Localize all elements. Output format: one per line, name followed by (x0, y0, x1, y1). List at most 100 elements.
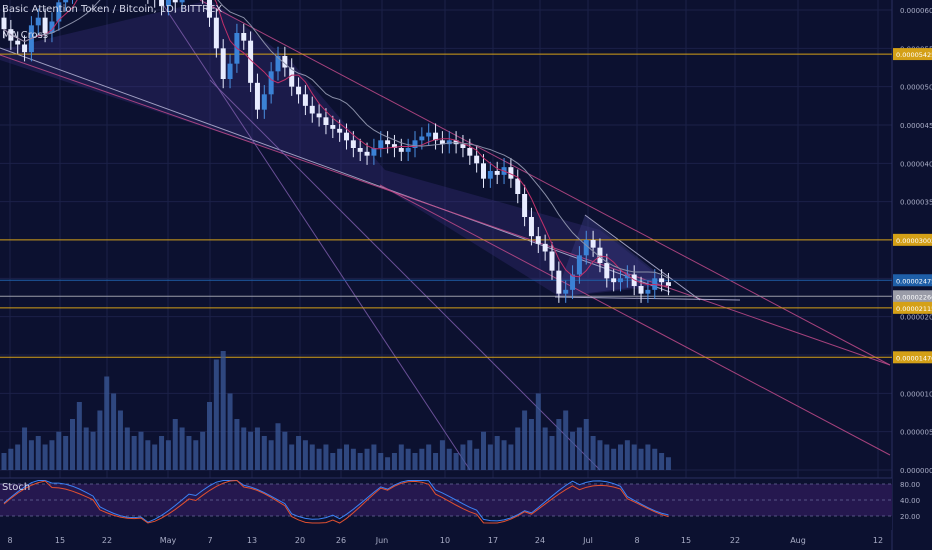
volume-bar (638, 448, 644, 470)
volume-bar (76, 402, 82, 470)
volume-bar (104, 376, 110, 470)
candle-body (385, 140, 391, 145)
volume-bar (487, 444, 493, 470)
volume-bar (152, 444, 158, 470)
volume-bar (419, 448, 425, 470)
volume-bar (467, 440, 473, 470)
y-tick-label: 0.00006000 (900, 7, 932, 15)
trend-line (209, 79, 601, 471)
volume-bar (186, 436, 192, 470)
candle-body (611, 278, 617, 283)
y-tick-label: 0.00003500 (900, 199, 932, 207)
candle-body (371, 148, 377, 156)
candle-body (638, 286, 644, 294)
candle-body (357, 148, 363, 152)
candle-body (467, 148, 473, 156)
x-tick-label: 20 (295, 536, 305, 545)
candle-body (433, 132, 439, 141)
candle-body (165, 0, 171, 7)
x-tick-label: Aug (790, 536, 806, 545)
y-tick-label: 0.00001000 (900, 390, 932, 398)
candle-body (446, 140, 452, 145)
volume-bar (652, 448, 658, 470)
volume-bar (309, 444, 315, 470)
wedge-fill (0, 0, 670, 297)
volume-bar (549, 436, 555, 470)
volume-bar (323, 444, 329, 470)
candle-body (659, 278, 665, 283)
candle-body (309, 105, 315, 114)
x-tick-label: 17 (488, 536, 498, 545)
candle-body (378, 140, 384, 148)
candle-body (268, 71, 274, 95)
candle-body (344, 132, 349, 141)
volume-bar (159, 436, 165, 470)
volume-bar (1, 453, 7, 470)
candle-body (275, 56, 281, 72)
candle-body (535, 236, 541, 244)
volume-bar (665, 457, 671, 470)
candle-body (508, 167, 514, 179)
candle-body (56, 2, 62, 22)
volume-bar (63, 436, 69, 470)
x-tick-label: 22 (102, 536, 112, 545)
candle-body (439, 140, 445, 145)
volume-bar (241, 427, 247, 470)
volume-bar (446, 448, 452, 470)
moving-average-line (3, 0, 669, 287)
candle-body (405, 148, 411, 152)
volume-bar (570, 431, 576, 470)
candle-body (159, 0, 165, 7)
candle-body (1, 17, 7, 30)
volume-bar (179, 427, 185, 470)
level-tag (893, 48, 932, 61)
volume-bar (501, 440, 507, 470)
level-label: 0.00003002 (896, 237, 932, 245)
candle-body (330, 125, 336, 129)
volume-bar (433, 453, 439, 470)
trend-line (199, 0, 891, 366)
candle-body (528, 217, 534, 237)
candle-body (63, 0, 69, 3)
volume-bar (248, 431, 254, 470)
volume-bar (460, 444, 466, 470)
volume-bar (227, 393, 233, 470)
candle-body (604, 263, 610, 279)
candle-body (207, 0, 212, 18)
volume-bar (330, 453, 336, 470)
candle-body (323, 117, 329, 125)
volume-bar (659, 453, 665, 470)
volume-bar (563, 410, 569, 470)
volume-bar (535, 393, 541, 470)
candle-body (597, 247, 603, 263)
volume-bar (35, 436, 41, 470)
trend-line (0, 54, 891, 366)
level-label: 0.00002475 (896, 277, 932, 285)
candle-body (296, 86, 302, 95)
volume-bar (522, 410, 528, 470)
volume-bar (583, 419, 589, 470)
volume-bar (604, 444, 610, 470)
candle-body (412, 140, 418, 148)
candle-body (248, 40, 254, 83)
candle-body (542, 243, 548, 252)
y-tick-label: 0.00004500 (900, 122, 932, 130)
y-tick-label: 0.00002000 (900, 314, 932, 322)
x-tick-label: 24 (535, 536, 545, 545)
volume-bar (611, 448, 617, 470)
y-tick-label: 0.00000000 (900, 467, 932, 475)
volume-bar (131, 436, 137, 470)
x-tick-label: 12 (873, 536, 883, 545)
level-label: 0.00002266 (896, 293, 932, 301)
volume-bar (364, 448, 370, 470)
candle-body (556, 270, 562, 294)
level-label: 0.00005425 (896, 51, 932, 59)
volume-bar (624, 440, 630, 470)
candle-body (364, 151, 370, 156)
volume-bar (316, 448, 322, 470)
volume-bar (515, 427, 521, 470)
candle-body (337, 128, 343, 133)
moving-average-line (3, 0, 669, 279)
x-tick-label: Jun (375, 536, 389, 545)
